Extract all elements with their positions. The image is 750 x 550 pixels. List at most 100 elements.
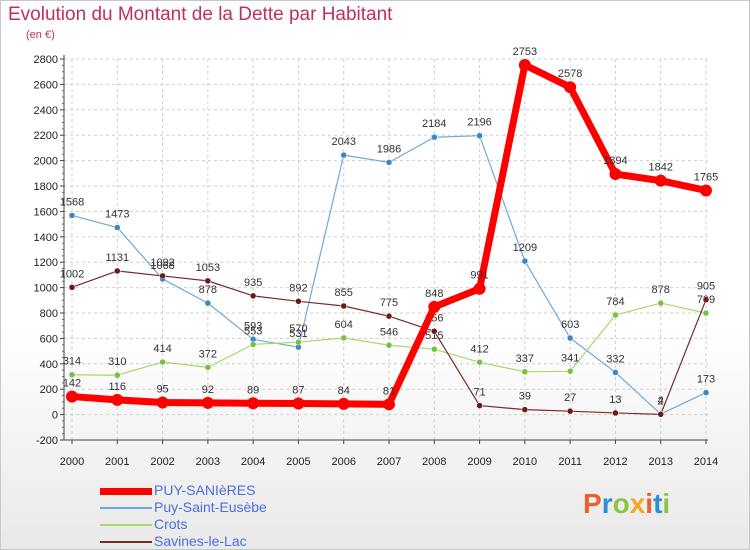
data-point-puy-sani-res — [292, 397, 305, 410]
y-tick-label: 2800 — [34, 54, 58, 66]
data-label-savines-le-lac: 892 — [289, 282, 307, 294]
data-label-savines-le-lac: 27 — [564, 392, 576, 404]
data-point-savines-le-lac — [159, 272, 166, 280]
logo-letter: o — [612, 488, 630, 519]
data-label-savines-le-lac: 13 — [609, 394, 621, 406]
data-point-savines-le-lac — [295, 298, 302, 305]
data-point-puy-sani-res — [700, 184, 712, 197]
y-tick-label: 800 — [40, 308, 58, 320]
x-tick-label: 2007 — [377, 456, 401, 468]
y-tick-label: 1800 — [34, 181, 58, 193]
data-point-puy-sani-res — [654, 174, 667, 187]
y-tick-label: 2600 — [34, 79, 58, 91]
data-label-crots: 337 — [516, 353, 534, 365]
data-label-puy-sani-res: 2578 — [558, 68, 582, 80]
data-label-crots: 878 — [652, 284, 670, 296]
data-label-puy-sani-res: 95 — [156, 384, 168, 396]
y-tick-label: 1000 — [34, 283, 58, 295]
data-point-savines-le-lac — [385, 312, 393, 320]
data-label-puy-sani-res: 87 — [292, 385, 304, 397]
data-point-crots — [204, 364, 212, 371]
legend-item-savines-le-lac: Savines-le-Lac — [100, 533, 267, 550]
data-point-puy-sani-res — [66, 390, 78, 403]
data-label-puy-saint-eus-be: 2043 — [331, 136, 355, 148]
x-tick-label: 2001 — [105, 456, 129, 468]
data-label-puy-sani-res: 2753 — [513, 46, 537, 58]
data-label-savines-le-lac: 935 — [244, 277, 262, 289]
data-point-puy-sani-res — [156, 396, 169, 409]
data-label-savines-le-lac: 1002 — [60, 268, 84, 280]
data-point-puy-sani-res — [609, 168, 622, 181]
data-label-savines-le-lac: 855 — [335, 287, 353, 299]
data-label-savines-le-lac: 905 — [697, 281, 715, 293]
data-point-puy-sani-res — [428, 300, 441, 313]
legend-item-puy-sani-res: PUY-SANIèRES — [100, 482, 267, 499]
data-point-puy-saint-eus-be — [566, 334, 574, 342]
data-label-crots: 414 — [153, 343, 171, 355]
data-point-savines-le-lac — [566, 407, 574, 415]
data-point-crots — [385, 342, 393, 349]
data-point-savines-le-lac — [521, 406, 529, 413]
y-tick-label: 2200 — [34, 130, 58, 142]
x-tick-label: 2012 — [603, 456, 627, 468]
data-point-puy-sani-res — [518, 58, 531, 71]
logo-letter: t — [653, 488, 663, 519]
legend-label: PUY-SANIèRES — [154, 482, 256, 498]
data-point-puy-saint-eus-be — [612, 369, 619, 376]
data-point-crots — [702, 309, 710, 317]
data-point-puy-sani-res — [383, 398, 395, 411]
data-point-crots — [159, 358, 166, 366]
data-label-savines-le-lac: 1053 — [196, 262, 220, 274]
y-tick-label: 2000 — [34, 156, 58, 168]
logo-letter: x — [629, 488, 646, 519]
legend-swatch — [100, 524, 152, 527]
data-point-savines-le-lac — [340, 302, 347, 310]
logo-letter: i — [662, 488, 671, 519]
data-label-crots: 412 — [470, 343, 488, 355]
data-point-savines-le-lac — [657, 411, 664, 418]
x-tick-label: 2005 — [286, 456, 310, 468]
data-point-puy-sani-res — [473, 282, 486, 295]
chart-subtitle: (en €) — [26, 29, 55, 41]
data-label-savines-le-lac: 39 — [519, 391, 531, 403]
data-label-crots: 546 — [380, 326, 398, 338]
x-tick-label: 2010 — [513, 456, 537, 468]
data-point-crots — [249, 341, 257, 348]
data-point-puy-saint-eus-be — [114, 224, 121, 231]
data-point-puy-saint-eus-be — [431, 133, 438, 141]
data-label-puy-sani-res: 142 — [63, 378, 81, 390]
x-tick-label: 2011 — [558, 456, 582, 468]
data-label-puy-saint-eus-be: 2184 — [422, 118, 446, 130]
data-point-crots — [612, 311, 619, 319]
data-label-crots: 604 — [335, 319, 353, 331]
data-label-savines-le-lac: 2 — [658, 395, 664, 407]
data-label-puy-sani-res: 991 — [470, 270, 488, 282]
y-tick-label: 200 — [40, 384, 58, 396]
data-label-puy-saint-eus-be: 1068 — [150, 260, 174, 272]
y-tick-label: -200 — [36, 435, 58, 447]
data-label-crots: 341 — [561, 352, 579, 364]
data-label-puy-saint-eus-be: 1473 — [105, 209, 129, 221]
data-label-puy-saint-eus-be: 603 — [561, 319, 579, 331]
data-label-puy-saint-eus-be: 173 — [697, 374, 715, 386]
logo-letter: P — [583, 488, 602, 519]
x-tick-label: 2014 — [694, 456, 718, 468]
data-label-puy-sani-res: 848 — [425, 288, 443, 300]
data-point-puy-sani-res — [201, 396, 214, 409]
data-label-puy-saint-eus-be: 1568 — [60, 196, 84, 208]
data-label-puy-saint-eus-be: 593 — [244, 320, 262, 332]
y-tick-label: 600 — [40, 333, 58, 345]
data-point-puy-saint-eus-be — [702, 389, 710, 396]
legend: PUY-SANIèRES Puy-Saint-Eusèbe Crots Savines… — [100, 482, 267, 550]
data-label-puy-saint-eus-be: 2196 — [467, 117, 491, 129]
data-point-crots — [431, 345, 438, 353]
data-point-puy-saint-eus-be — [340, 151, 347, 159]
data-point-puy-sani-res — [564, 81, 577, 94]
data-label-puy-sani-res: 1842 — [648, 162, 672, 174]
data-point-savines-le-lac — [249, 292, 257, 300]
legend-swatch — [100, 487, 152, 495]
data-point-crots — [114, 371, 121, 379]
data-point-savines-le-lac — [476, 402, 483, 409]
